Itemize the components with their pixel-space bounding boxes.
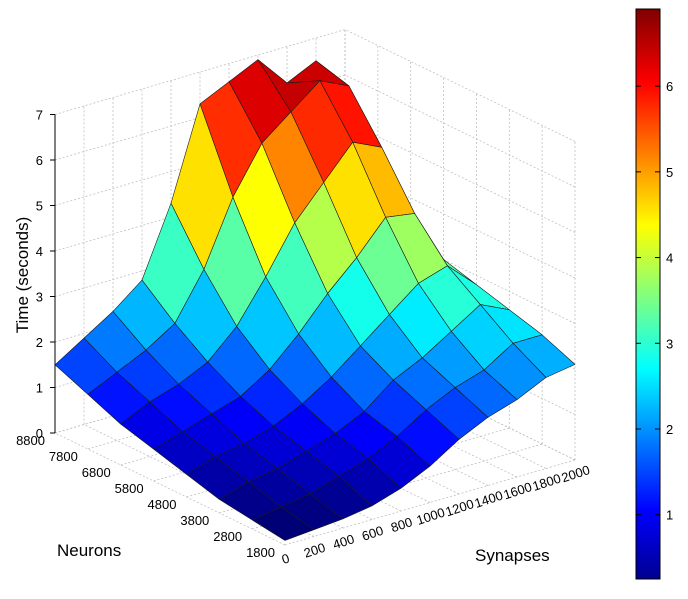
colorbar: 1 2 3 4 5 6 (635, 8, 673, 580)
colorbar-tick-label: 6 (666, 79, 673, 94)
y-tick-label: 6800 (82, 465, 111, 480)
colorbar-tick-label: 4 (666, 251, 673, 266)
wall-gridline (344, 74, 576, 188)
x-axis-label: Synapses (475, 546, 550, 565)
z-tick-label: 0 (36, 426, 43, 441)
y-tick-label: 2800 (213, 529, 242, 544)
wall-gridline (344, 29, 576, 142)
y-tick-label: 5800 (115, 481, 144, 496)
z-tick-label: 5 (36, 199, 43, 214)
x-tick-label: 800 (389, 514, 414, 535)
x-tick-label: 1800 (531, 471, 563, 494)
x-tick-label: 1000 (415, 505, 447, 528)
surface-patch (251, 506, 315, 541)
z-tick-label: 2 (36, 335, 43, 350)
y-tick-label: 4800 (148, 497, 177, 512)
y-tick-label: 8800 (16, 433, 45, 448)
y-axis-label: Neurons (57, 541, 121, 560)
x-tick-label: 0 (280, 550, 292, 567)
colorbar-tick-label: 3 (666, 336, 673, 351)
z-tick-label: 7 (36, 108, 43, 123)
z-tick-label: 3 (36, 290, 43, 305)
colorbar-tick-label: 1 (666, 508, 673, 523)
colorbar-tick-label: 2 (666, 422, 673, 437)
z-tick-label: 4 (36, 244, 43, 259)
y-tick-label: 7800 (49, 449, 78, 464)
y-tick-label: 3800 (180, 513, 209, 528)
x-tick-label: 1600 (502, 479, 534, 502)
x-tick-label: 400 (331, 531, 356, 552)
floor-gridline (83, 424, 315, 537)
surface-mesh (54, 59, 576, 541)
x-tick-label: 600 (360, 523, 385, 544)
colorbar-tick-label: 5 (666, 165, 673, 180)
colorbar-gradient (635, 8, 661, 580)
y-tick-label: 1800 (246, 545, 275, 560)
x-tick-label: 1200 (444, 496, 476, 519)
x-tick-label: 200 (302, 540, 327, 561)
z-tick-label: 1 (36, 381, 43, 396)
wall-gridline (344, 120, 576, 233)
z-tick-label: 6 (36, 153, 43, 168)
x-tick-label: 1400 (473, 488, 505, 511)
x-tick-label: 2000 (560, 462, 592, 485)
floor-gridline (54, 432, 286, 546)
z-axis-label: Time (seconds) (13, 217, 32, 334)
